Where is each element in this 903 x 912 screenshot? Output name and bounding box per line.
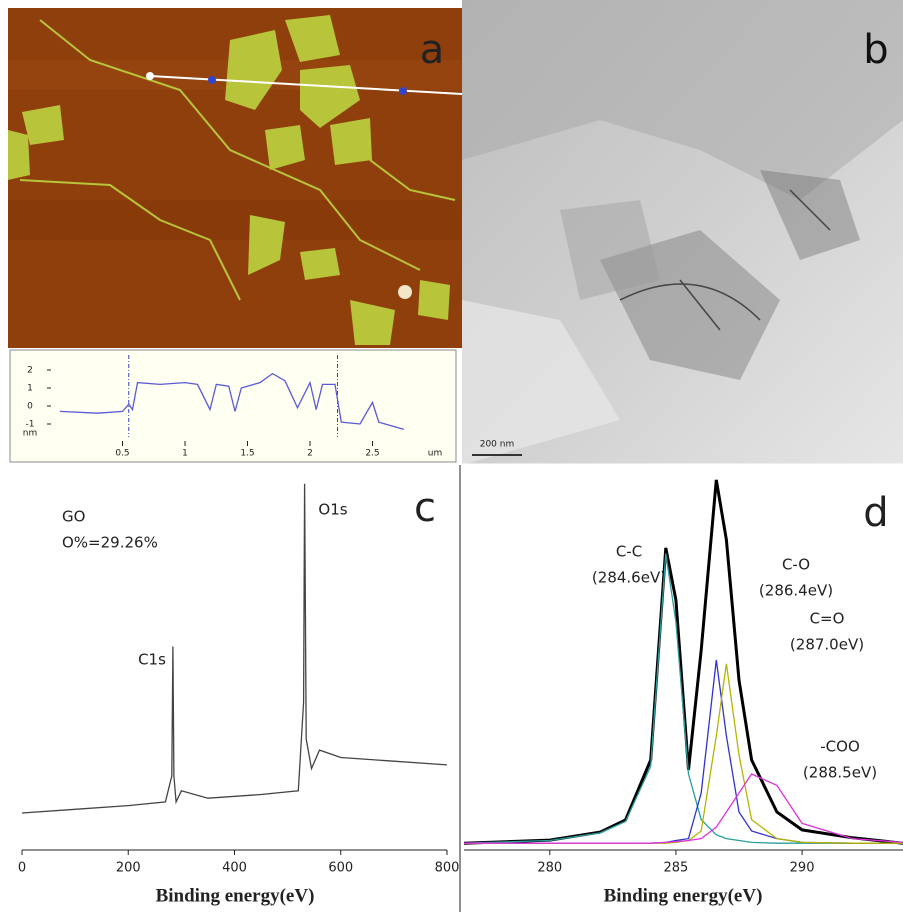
x-tick-label: 0 (18, 861, 26, 876)
x-tick-label: 280 (537, 861, 562, 876)
series-label: C-C (616, 543, 642, 561)
x-tick-label: 285 (664, 861, 689, 876)
y-axis-label: nm (23, 429, 37, 439)
x-tick-label: 800 (435, 861, 460, 876)
x-tick-label: 290 (790, 861, 815, 876)
x-tick-label: 600 (328, 861, 353, 876)
panel-label: d (863, 490, 888, 536)
annotation: GO (62, 508, 85, 526)
panel-label: b (863, 27, 888, 73)
x-axis-label: Binding energy(eV) (156, 885, 315, 906)
annotation: O1s (318, 501, 347, 519)
panel-label: c (414, 485, 436, 531)
x-tick-label: 2 (307, 449, 313, 459)
y-tick-label: 0 (27, 402, 33, 412)
x-tick-label: 400 (222, 861, 247, 876)
x-tick-label: 1 (182, 449, 188, 459)
annotation: (286.4eV) (759, 582, 833, 600)
x-tick-label: 200 (116, 861, 141, 876)
scale-bar-label: 200 nm (480, 440, 515, 450)
y-tick-label: 1 (27, 384, 33, 394)
panel-label: a (420, 27, 445, 73)
y-tick-label: 2 (27, 366, 33, 376)
annotation: (288.5eV) (803, 764, 877, 782)
x-tick-label: 2.5 (365, 449, 379, 459)
x-axis-label: um (428, 449, 442, 459)
series-label: C=O (810, 610, 845, 628)
x-tick-label: 0.5 (115, 449, 129, 459)
data-line (464, 774, 903, 843)
series-label: C-O (782, 556, 810, 574)
x-axis-label: Binding energy(eV) (604, 885, 763, 906)
annotation: C1s (138, 651, 166, 669)
afm-image (8, 8, 462, 348)
x-tick-label: 1.5 (240, 449, 254, 459)
annotation: (284.6eV) (592, 569, 666, 587)
profile-frame (10, 350, 456, 462)
series-label: -COO (820, 738, 860, 756)
annotation: (287.0eV) (790, 636, 864, 654)
data-line (464, 480, 903, 843)
tem-image: 200 nm (462, 0, 903, 465)
figure: 200 nm a b c d 0.511.522.5-1012nmum02004… (0, 0, 903, 912)
annotation: O%=29.26% (62, 534, 158, 552)
